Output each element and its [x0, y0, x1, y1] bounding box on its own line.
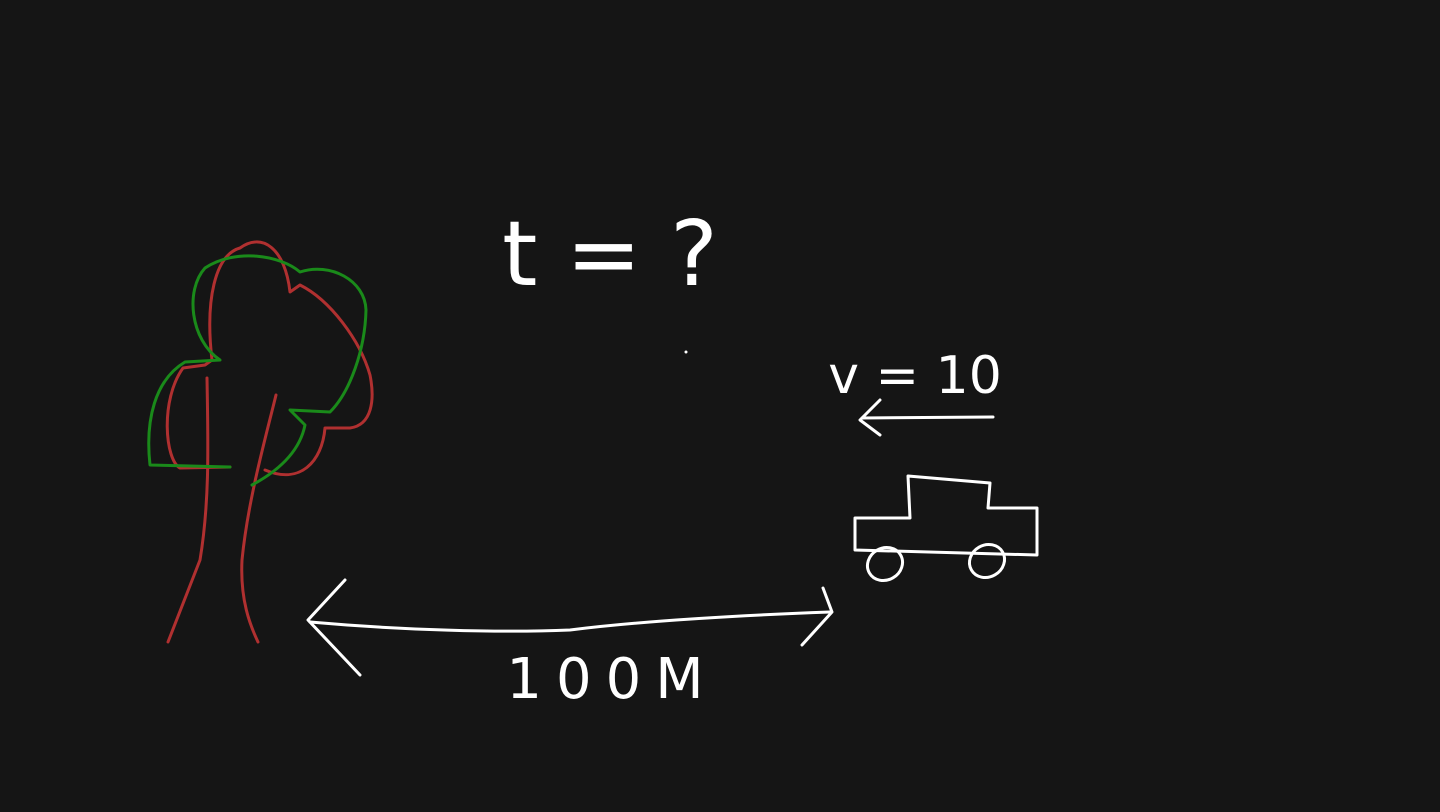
dot [684, 350, 688, 354]
direction-arrow [858, 398, 995, 437]
question-label: t = ? [502, 202, 718, 307]
tree [147, 240, 374, 644]
arrow-head-left [306, 578, 362, 677]
tree-canopy-red [165, 240, 374, 477]
car [853, 474, 1039, 583]
arrow-head-right [800, 586, 834, 647]
car-wheel [865, 545, 905, 583]
car-wheel [967, 542, 1007, 580]
tree-canopy-green [147, 254, 368, 487]
velocity-label: v = 10 [828, 346, 1002, 406]
arrow-shaft [308, 610, 832, 633]
distance-label: 100M [506, 647, 717, 712]
car-body [853, 474, 1039, 557]
distance-arrow [306, 578, 834, 677]
tree-trunk-right [240, 393, 278, 644]
tree-trunk-left [166, 376, 210, 644]
